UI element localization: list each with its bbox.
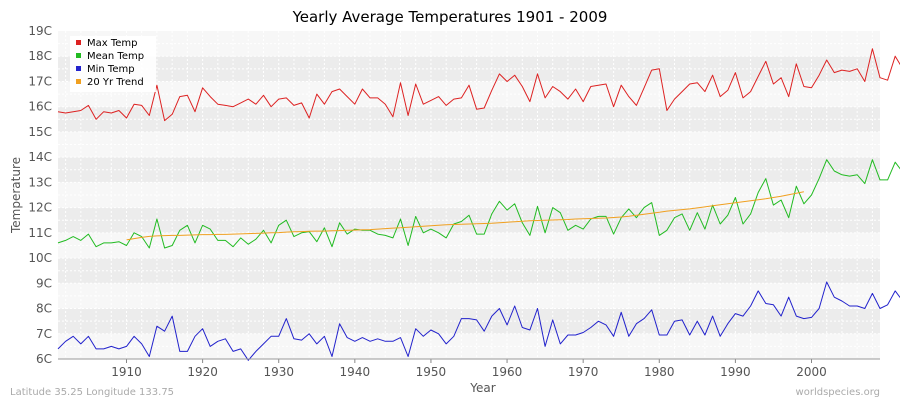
- band-15: [58, 106, 880, 132]
- x-tick-label: 1960: [492, 365, 523, 379]
- x-tick-label: 1950: [416, 365, 447, 379]
- y-tick-label: 8C: [36, 302, 52, 316]
- y-tick-label: 12C: [28, 201, 52, 215]
- x-tick-label: 1970: [568, 365, 599, 379]
- grid-lines: [58, 31, 880, 359]
- y-tick-label: 15C: [28, 125, 52, 139]
- y-tick-label: 18C: [28, 49, 52, 63]
- legend-swatch-min-temp: [76, 66, 81, 71]
- band-10: [58, 232, 880, 259]
- y-tick-label: 16C: [28, 100, 52, 114]
- y-tick-label: 17C: [28, 74, 52, 88]
- y-tick-label: 10C: [28, 251, 52, 265]
- y-tick-label: 7C: [36, 327, 52, 341]
- series-line-mean-temp: [57, 159, 900, 249]
- y-tick-label: 6C: [36, 352, 52, 366]
- legend-label-trend: 20 Yr Trend: [87, 77, 144, 88]
- x-tick-label: 1930: [263, 365, 294, 379]
- series-line-max-temp: [57, 48, 900, 122]
- legend-swatch-max-temp: [76, 40, 81, 45]
- footer-coordinates: Latitude 35.25 Longitude 133.75: [10, 387, 174, 398]
- band-6: [58, 333, 880, 359]
- y-tick-label: 11C: [28, 226, 52, 240]
- band-14: [58, 131, 880, 158]
- y-tick-label: 14C: [28, 150, 52, 164]
- x-tick-label: 1920: [187, 365, 218, 379]
- x-tick-label: 1990: [720, 365, 751, 379]
- y-tick-label: 13C: [28, 175, 52, 189]
- x-tick-label: 1980: [644, 365, 675, 379]
- series-line-min-temp: [57, 281, 900, 361]
- legend-label-mean-temp: Mean Temp: [87, 51, 144, 62]
- footer-source: worldspecies.org: [796, 387, 880, 398]
- band-13: [58, 157, 880, 183]
- chart-title: Yearly Average Temperatures 1901 - 2009: [292, 8, 608, 26]
- x-tick-label: 1940: [340, 365, 371, 379]
- legend-label-min-temp: Min Temp: [87, 64, 135, 75]
- series-lines: [57, 48, 900, 361]
- legend-swatch-mean-temp: [76, 53, 81, 58]
- series-line-20-yr-trend: [126, 191, 804, 241]
- band-8: [58, 283, 880, 309]
- legend: Max Temp Mean Temp Min Temp 20 Yr Trend: [70, 36, 156, 92]
- x-axis-ticks: 1910 1920 1930 1940 1950 1960 1970 1980 1990 2000: [111, 359, 827, 379]
- band-12: [58, 182, 880, 208]
- x-tick-label: 1910: [111, 365, 142, 379]
- y-tick-label: 19C: [28, 24, 52, 38]
- x-tick-label: 2000: [796, 365, 827, 379]
- y-axis-ticks: 6C 7C 8C 9C 10C 11C 12C 13C 14C 15C 16C 17C 18C 19C: [28, 24, 52, 366]
- y-tick-label: 9C: [36, 276, 52, 290]
- y-axis-label: Temperature: [9, 157, 23, 234]
- legend-swatch-trend: [76, 79, 81, 84]
- legend-box: [70, 36, 156, 92]
- band-18: [58, 31, 880, 57]
- band-9: [58, 258, 880, 284]
- legend-label-max-temp: Max Temp: [87, 38, 138, 49]
- band-17: [58, 56, 880, 82]
- x-axis-label: Year: [469, 381, 495, 395]
- band-7: [58, 308, 880, 334]
